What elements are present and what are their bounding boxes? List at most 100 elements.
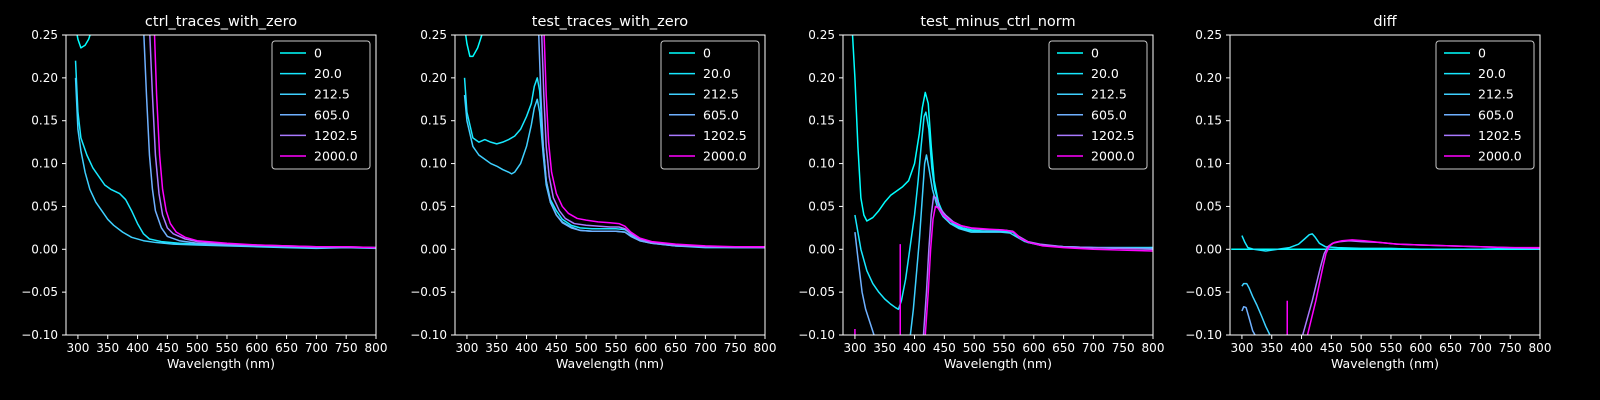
y-tick-label: 0.25 (808, 28, 835, 42)
axes-frame (1229, 34, 1541, 336)
x-tick-label: 750 (1112, 341, 1135, 355)
x-tick-label: 550 (605, 341, 628, 355)
x-axis-label: Wavelength (nm) (556, 356, 664, 371)
y-tick-label: 0.20 (808, 71, 835, 85)
series-group (851, 35, 1153, 335)
y-tick-label: 0.20 (31, 71, 58, 85)
y-tick-label: 0.15 (31, 114, 58, 128)
legend-entry-label: 20.0 (1478, 66, 1506, 81)
y-tick-label: 0.05 (420, 199, 447, 213)
y-tick-label: −0.05 (410, 285, 447, 299)
y-tick-label: −0.05 (798, 285, 835, 299)
y-tick-label: −0.05 (1185, 285, 1222, 299)
legend-entry-label: 2000.0 (703, 149, 747, 164)
y-tick-label: 0.00 (31, 242, 58, 256)
legend-entry-label: 212.5 (703, 87, 739, 102)
x-tick-label: 600 (1409, 341, 1432, 355)
legend-entry-label: 0 (314, 46, 322, 61)
y-tick-label: 0.25 (1195, 28, 1222, 42)
legend: 0 20.0 212.5 605.0 1202.5 2000.0 (660, 40, 760, 170)
series-line-0 (464, 35, 483, 58)
x-tick-label: 700 (1082, 341, 1105, 355)
x-tick-label: 500 (963, 341, 986, 355)
series-line-2000.0 (1306, 239, 1540, 335)
y-tick-label: 0.00 (808, 242, 835, 256)
y-tick-label: 0.15 (1195, 114, 1222, 128)
y-tick-label: −0.10 (798, 328, 835, 342)
x-tick-label: 450 (1320, 341, 1343, 355)
series-line-2000.0 (543, 35, 765, 248)
x-tick-label: 800 (1529, 341, 1552, 355)
legend-entry-label: 0 (1478, 46, 1486, 61)
x-tick-label: 400 (515, 341, 538, 355)
x-tick-label: 650 (1439, 341, 1462, 355)
x-tick-label: 350 (873, 341, 896, 355)
x-tick-label: 350 (485, 341, 508, 355)
x-tick-label: 350 (1260, 341, 1283, 355)
x-tick-label: 800 (365, 341, 388, 355)
x-tick-label: 550 (216, 341, 239, 355)
x-tick-label: 650 (275, 341, 298, 355)
y-tick-label: 0.10 (1195, 157, 1222, 171)
legend-entry-label: 2000.0 (314, 149, 358, 164)
x-tick-label: 650 (664, 341, 687, 355)
series-line-1202.5 (540, 35, 765, 249)
legend-entry-label: 605.0 (703, 107, 739, 122)
chart-panel-2: 300 350 400 450 500 550 600 650 700 750 800 −0.10 −0… (410, 14, 776, 371)
series-group (74, 35, 376, 250)
x-tick-label: 400 (903, 341, 926, 355)
series-line-212.5 (1241, 282, 1271, 335)
legend-entry-label: 0 (703, 46, 711, 61)
y-tick-label: −0.10 (1185, 328, 1222, 342)
chart-panel-1: 300 350 400 450 500 550 600 650 700 750 800 −0.10 −0… (21, 14, 387, 371)
x-tick-label: 550 (993, 341, 1016, 355)
y-tick-label: 0.20 (1195, 71, 1222, 85)
legend-entry-label: 1202.5 (1478, 128, 1522, 143)
x-tick-label: 650 (1052, 341, 1075, 355)
series-line-20.0 (1241, 233, 1540, 252)
y-tick-label: 0.15 (420, 114, 447, 128)
x-tick-label: 700 (305, 341, 328, 355)
series-line-2000.0 (153, 35, 376, 249)
axes-frame (454, 34, 766, 336)
y-tick-label: −0.05 (21, 285, 58, 299)
series-line-0 (76, 35, 91, 49)
panel-title: diff (1373, 14, 1397, 30)
axes-frame (65, 34, 377, 336)
panel-title: test_minus_ctrl_norm (920, 14, 1075, 30)
x-tick-label: 800 (754, 341, 777, 355)
y-tick-label: 0.05 (31, 199, 58, 213)
series-group (463, 35, 765, 249)
panel-title: test_traces_with_zero (532, 14, 689, 30)
axes-frame (842, 34, 1154, 336)
legend-entry-label: 212.5 (1478, 87, 1514, 102)
legend-entry-label: 605.0 (1478, 107, 1514, 122)
x-tick-label: 600 (245, 341, 268, 355)
x-tick-label: 600 (634, 341, 657, 355)
y-tick-label: 0.10 (31, 157, 58, 171)
x-tick-label: 300 (1230, 341, 1253, 355)
chart-panel-3: 300 350 400 450 500 550 600 650 700 750 800 −0.10 −0… (798, 14, 1164, 371)
panels: 300 350 400 450 500 550 600 650 700 750 800 −0.10 −0… (21, 14, 1551, 371)
chart-panel-4: 300 350 400 450 500 550 600 650 700 750 800 −0.10 −0… (1185, 14, 1551, 371)
x-tick-label: 750 (335, 341, 358, 355)
legend: 0 20.0 212.5 605.0 1202.5 2000.0 (271, 40, 371, 170)
y-tick-label: 0.10 (808, 157, 835, 171)
x-tick-label: 500 (186, 341, 209, 355)
series-line-605.0 (854, 232, 875, 335)
y-tick-label: −0.10 (410, 328, 447, 342)
y-tick-label: 0.20 (420, 71, 447, 85)
y-tick-label: 0.25 (31, 28, 58, 42)
x-tick-label: 300 (66, 341, 89, 355)
x-tick-label: 350 (96, 341, 119, 355)
series-line-605.0 (1241, 305, 1256, 335)
panel-title: ctrl_traces_with_zero (145, 14, 297, 30)
x-tick-label: 300 (843, 341, 866, 355)
y-tick-label: 0.05 (808, 199, 835, 213)
y-tick-label: −0.10 (21, 328, 58, 342)
legend-entry-label: 605.0 (314, 107, 350, 122)
series-group (1231, 233, 1540, 335)
x-tick-label: 800 (1142, 341, 1165, 355)
legend-entry-label: 212.5 (314, 87, 350, 102)
